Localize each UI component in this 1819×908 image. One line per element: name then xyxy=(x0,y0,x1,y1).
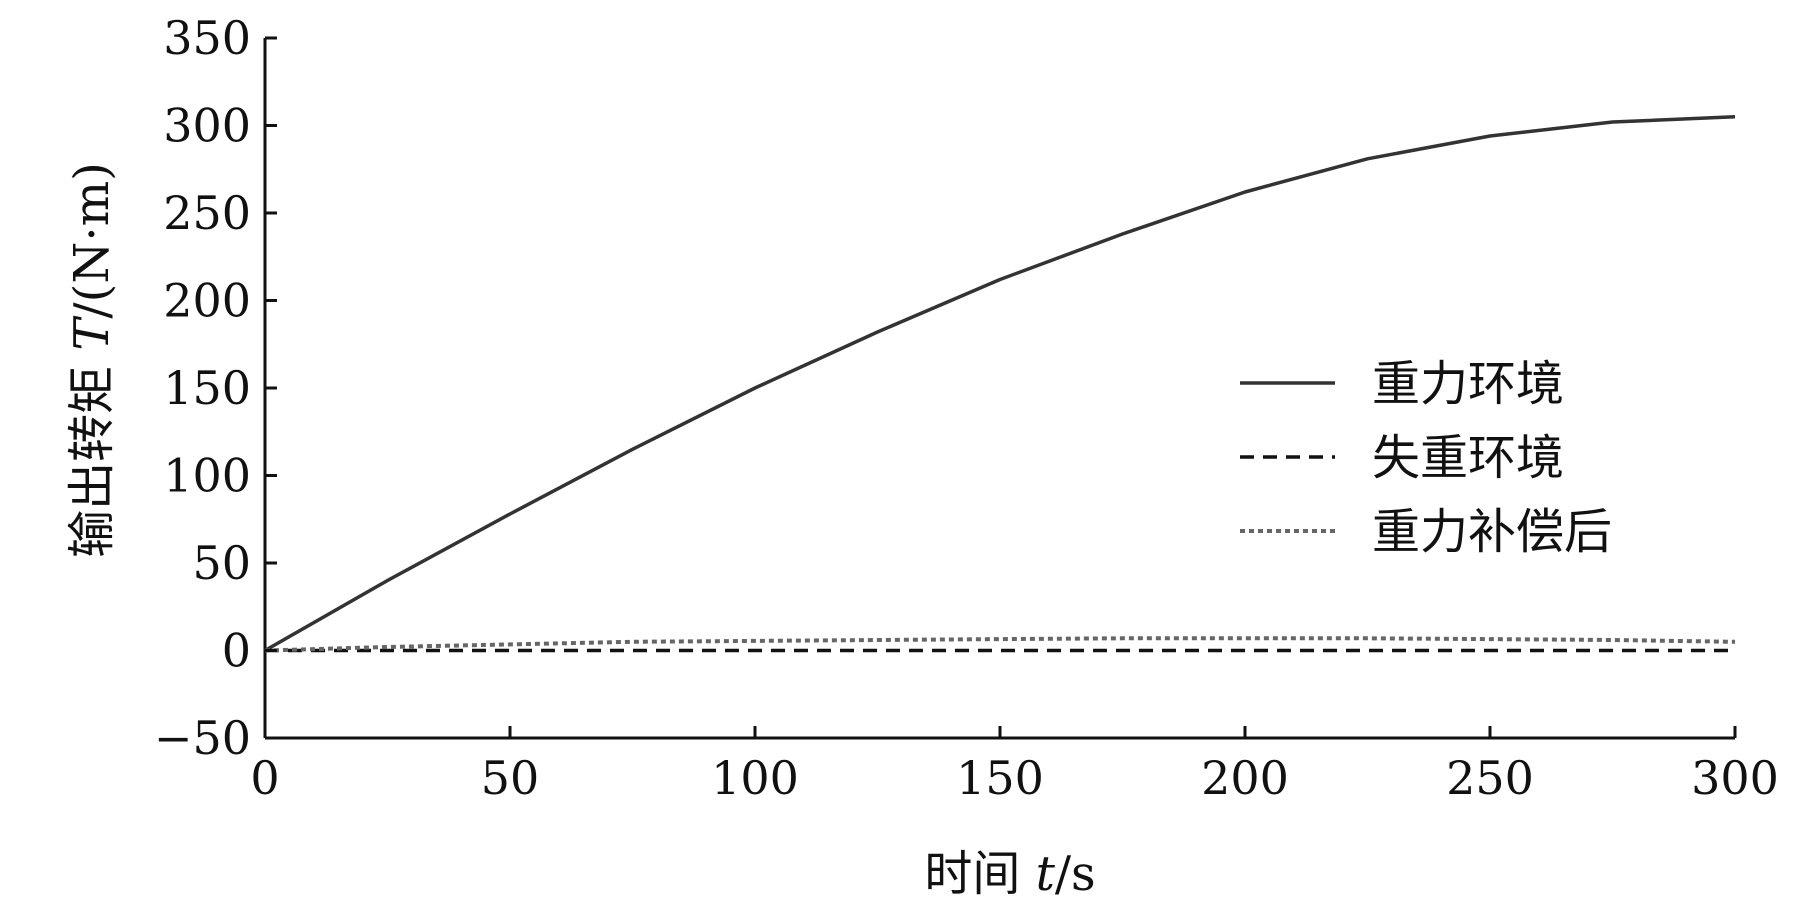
legend-label-1: 重力环境 xyxy=(1372,356,1564,412)
y-axis-title: 输出转矩 T/(N·m) xyxy=(64,162,120,558)
y-tick-label: 100 xyxy=(163,449,251,503)
x-tick-label: 50 xyxy=(481,751,540,805)
legend-label-2: 失重环境 xyxy=(1372,430,1564,486)
x-axis-title-var: t xyxy=(1036,846,1056,902)
series-layer xyxy=(264,115,1736,653)
y-tick-label: 250 xyxy=(163,186,251,240)
x-tick-label: 150 xyxy=(956,751,1044,805)
x-tick-label: 0 xyxy=(250,751,279,805)
y-tick-label: 300 xyxy=(163,99,251,153)
y-tick-label: 200 xyxy=(163,274,251,328)
x-axis-title-prefix: 时间 xyxy=(924,846,1035,902)
legend-label-3: 重力补偿后 xyxy=(1372,504,1612,560)
x-tick-label: 300 xyxy=(1691,751,1779,805)
x-tick-label: 100 xyxy=(711,751,799,805)
y-tick-label: 150 xyxy=(163,361,251,415)
x-axis-title: 时间 t/s xyxy=(924,846,1095,902)
series-line-1 xyxy=(264,115,1736,653)
x-tick-label: 250 xyxy=(1446,751,1534,805)
series-line-3 xyxy=(264,636,1736,653)
y-tick-label: −50 xyxy=(154,711,251,765)
y-axis-title-var: T xyxy=(64,316,120,351)
y-axis-title-unit: /(N·m) xyxy=(64,162,120,318)
x-axis-title-unit: /s xyxy=(1055,846,1096,902)
y-axis-title-prefix: 输出转矩 xyxy=(64,351,120,558)
y-tick-label: 50 xyxy=(192,536,251,590)
y-tick-label: 0 xyxy=(222,624,251,678)
y-tick-label: 350 xyxy=(163,11,251,65)
x-tick-label: 200 xyxy=(1201,751,1289,805)
